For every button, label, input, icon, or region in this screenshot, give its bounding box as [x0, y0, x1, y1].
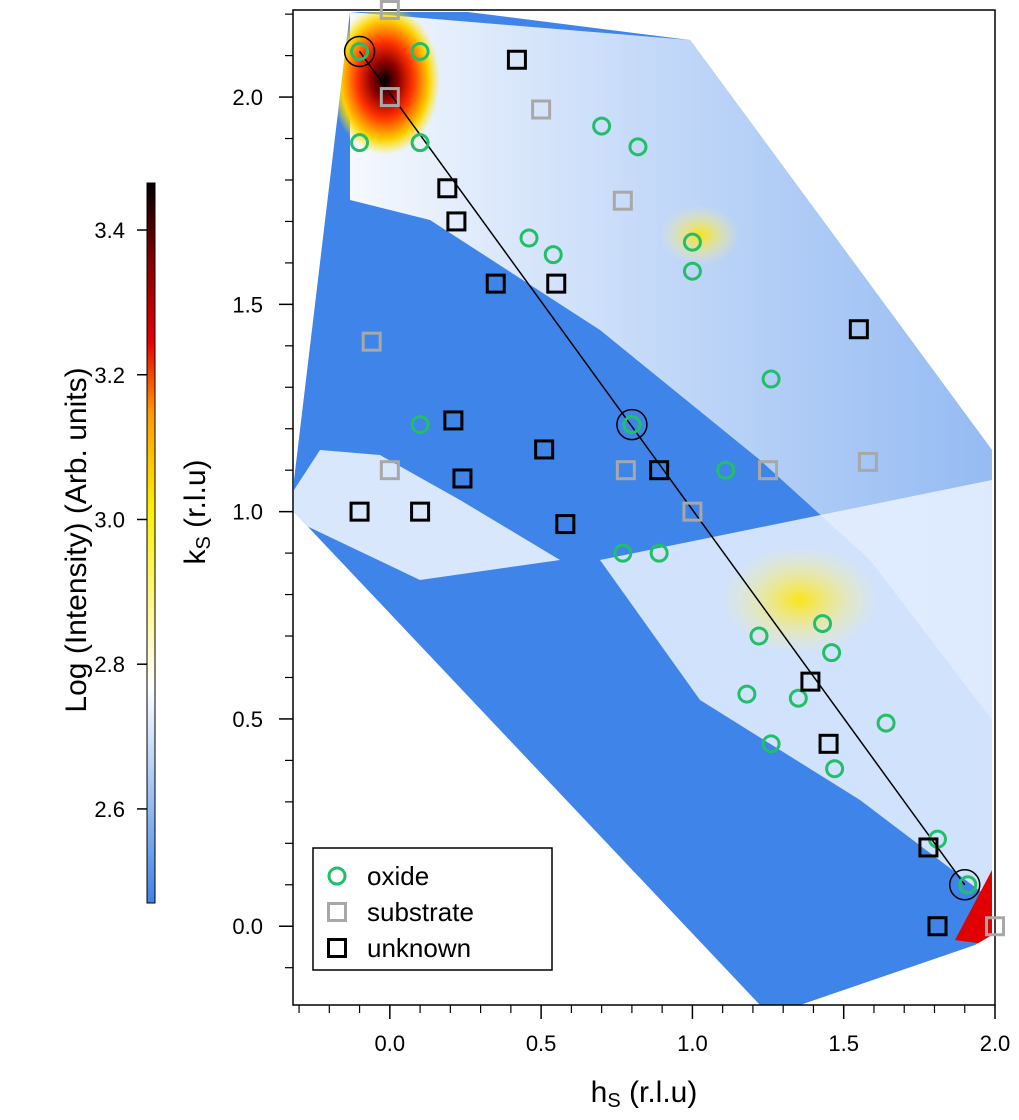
- oxide-marker: [350, 41, 370, 61]
- legend-marker: [327, 866, 347, 886]
- y-tick-label: 1.5: [232, 292, 263, 317]
- oxide-marker: [649, 543, 669, 563]
- square-marker: [985, 916, 1005, 937]
- square-marker: [818, 733, 839, 754]
- y-tick-label: 0.0: [232, 914, 263, 939]
- oxide-marker: [749, 626, 769, 646]
- oxide-marker: [613, 543, 633, 563]
- legend-label: unknown: [367, 933, 471, 963]
- square-marker: [758, 460, 779, 481]
- oxide-marker: [592, 116, 612, 136]
- y-tick-label: 2.0: [232, 85, 263, 110]
- oxide-marker: [737, 684, 757, 704]
- x-tick-label: 2.0: [980, 1031, 1011, 1056]
- square-marker: [485, 273, 506, 294]
- oxide-marker: [761, 734, 781, 754]
- oxide-marker: [682, 261, 702, 281]
- oxide-marker: [825, 759, 845, 779]
- legend-marker: [327, 938, 347, 958]
- oxide-marker: [543, 245, 563, 265]
- legend: oxide substrate unknown: [312, 847, 553, 971]
- xlabel-part: S: [607, 1090, 620, 1112]
- plot-frame: [292, 9, 996, 1006]
- oxide-marker: [519, 228, 539, 248]
- colorbar-label: Log (Intensity) (Arb. units): [60, 367, 93, 712]
- oxide-marker: [682, 232, 702, 252]
- legend-marker: [327, 902, 347, 922]
- ylabel-part: S: [193, 536, 215, 549]
- x-tick-label: 1.5: [828, 1031, 859, 1056]
- oxide-marker: [716, 460, 736, 480]
- oxide-marker: [788, 688, 808, 708]
- y-tick-label: 0.5: [232, 707, 263, 732]
- square-marker: [682, 501, 703, 522]
- legend-label: oxide: [367, 861, 429, 891]
- ylabel-part: k: [179, 549, 212, 565]
- square-marker: [379, 0, 400, 20]
- square-marker: [800, 671, 821, 692]
- oxide-marker: [876, 713, 896, 733]
- square-marker: [555, 514, 576, 535]
- square-marker: [361, 331, 382, 352]
- highlight-circle: [343, 35, 376, 68]
- xlabel-part: h: [591, 1076, 608, 1109]
- square-marker: [379, 87, 400, 108]
- xlabel-part: (r.l.u): [621, 1076, 698, 1109]
- oxide-marker: [410, 133, 430, 153]
- oxide-marker: [761, 369, 781, 389]
- x-tick-label: 0.0: [375, 1031, 406, 1056]
- square-marker: [379, 460, 400, 481]
- oxide-marker: [628, 137, 648, 157]
- square-marker: [649, 460, 670, 481]
- oxide-marker: [822, 643, 842, 663]
- legend-label: substrate: [367, 897, 474, 927]
- oxide-marker: [410, 415, 430, 435]
- square-marker: [443, 410, 464, 431]
- xlabel-label: hS (r.l.u): [591, 1076, 698, 1112]
- legend-box: [312, 847, 553, 971]
- square-marker: [410, 501, 431, 522]
- square-marker: [446, 211, 467, 232]
- highlight-circle: [948, 869, 981, 901]
- oxide-marker: [410, 41, 430, 61]
- colorbar-tick-label: 3.4: [94, 218, 125, 243]
- colorbar-tick-label: 3.2: [94, 363, 125, 388]
- colorbar-tick-label: 3.0: [94, 507, 125, 532]
- ylabel-part: (r.l.u): [179, 459, 212, 536]
- oxide-marker: [350, 133, 370, 153]
- oxide-marker: [622, 415, 642, 435]
- square-marker: [546, 273, 567, 294]
- square-marker: [437, 178, 458, 199]
- square-marker: [452, 468, 473, 489]
- square-marker: [848, 319, 869, 340]
- square-marker: [531, 99, 552, 120]
- square-marker: [349, 501, 370, 522]
- square-marker: [506, 49, 527, 70]
- x-tick-label: 1.0: [677, 1031, 708, 1056]
- oxide-marker: [813, 614, 833, 634]
- x-tick-label: 0.5: [526, 1031, 557, 1056]
- y-tick-label: 1.0: [232, 500, 263, 525]
- square-marker: [615, 460, 636, 481]
- square-marker: [918, 837, 939, 858]
- colorbar: [146, 182, 156, 904]
- square-marker: [534, 439, 555, 460]
- highlight-circle: [616, 408, 648, 441]
- square-marker: [612, 190, 633, 211]
- square-marker: [927, 916, 948, 937]
- ylabel-label: kS (r.l.u): [179, 459, 215, 564]
- square-marker: [857, 451, 878, 472]
- guide-line: [358, 51, 966, 886]
- colorbar-tick-label: 2.6: [94, 797, 125, 822]
- oxide-marker: [958, 875, 978, 895]
- colorbar-tick-label: 2.8: [94, 652, 125, 677]
